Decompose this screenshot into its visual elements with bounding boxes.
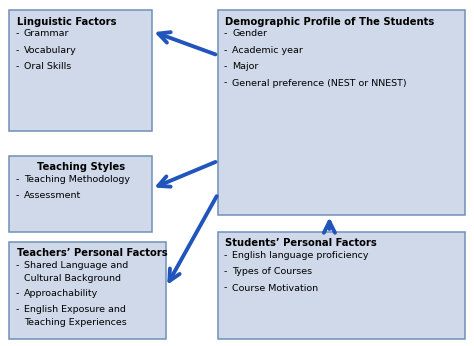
Text: Grammar: Grammar bbox=[24, 29, 69, 38]
Text: -: - bbox=[224, 46, 227, 55]
Text: Teachers’ Personal Factors: Teachers’ Personal Factors bbox=[17, 248, 167, 258]
Text: Teaching Experiences: Teaching Experiences bbox=[24, 318, 127, 327]
Text: Vocabulary: Vocabulary bbox=[24, 46, 76, 55]
Text: Academic year: Academic year bbox=[232, 46, 303, 55]
FancyBboxPatch shape bbox=[9, 10, 152, 131]
Text: Students’ Personal Factors: Students’ Personal Factors bbox=[225, 238, 377, 248]
Text: -: - bbox=[15, 62, 18, 71]
Text: Assessment: Assessment bbox=[24, 191, 81, 200]
Text: Teaching Methodology: Teaching Methodology bbox=[24, 175, 130, 184]
Text: Shared Language and: Shared Language and bbox=[24, 261, 128, 270]
Text: -: - bbox=[15, 29, 18, 38]
Text: Gender: Gender bbox=[232, 29, 267, 38]
Text: -: - bbox=[224, 79, 227, 88]
Text: Course Motivation: Course Motivation bbox=[232, 284, 319, 293]
Text: -: - bbox=[15, 46, 18, 55]
Text: -: - bbox=[15, 289, 18, 298]
Text: General preference (NEST or NNEST): General preference (NEST or NNEST) bbox=[232, 79, 407, 88]
Text: -: - bbox=[224, 251, 227, 260]
FancyBboxPatch shape bbox=[9, 242, 166, 339]
Text: -: - bbox=[224, 267, 227, 276]
Text: Approachability: Approachability bbox=[24, 289, 98, 298]
Text: Demographic Profile of The Students: Demographic Profile of The Students bbox=[225, 17, 434, 27]
Text: Major: Major bbox=[232, 62, 259, 71]
Text: -: - bbox=[224, 284, 227, 293]
Text: -: - bbox=[224, 29, 227, 38]
Text: English Exposure and: English Exposure and bbox=[24, 305, 126, 314]
Text: -: - bbox=[15, 191, 18, 200]
Text: -: - bbox=[15, 175, 18, 184]
Text: Types of Courses: Types of Courses bbox=[232, 267, 312, 276]
FancyBboxPatch shape bbox=[218, 10, 465, 215]
Text: Cultural Background: Cultural Background bbox=[24, 274, 121, 283]
Text: -: - bbox=[224, 62, 227, 71]
Text: English language proficiency: English language proficiency bbox=[232, 251, 369, 260]
Text: Oral Skills: Oral Skills bbox=[24, 62, 71, 71]
Text: -: - bbox=[15, 305, 18, 314]
Text: Teaching Styles: Teaching Styles bbox=[36, 162, 125, 172]
Text: -: - bbox=[15, 261, 18, 270]
FancyBboxPatch shape bbox=[9, 156, 152, 232]
Text: Linguistic Factors: Linguistic Factors bbox=[17, 17, 116, 27]
FancyBboxPatch shape bbox=[218, 232, 465, 339]
